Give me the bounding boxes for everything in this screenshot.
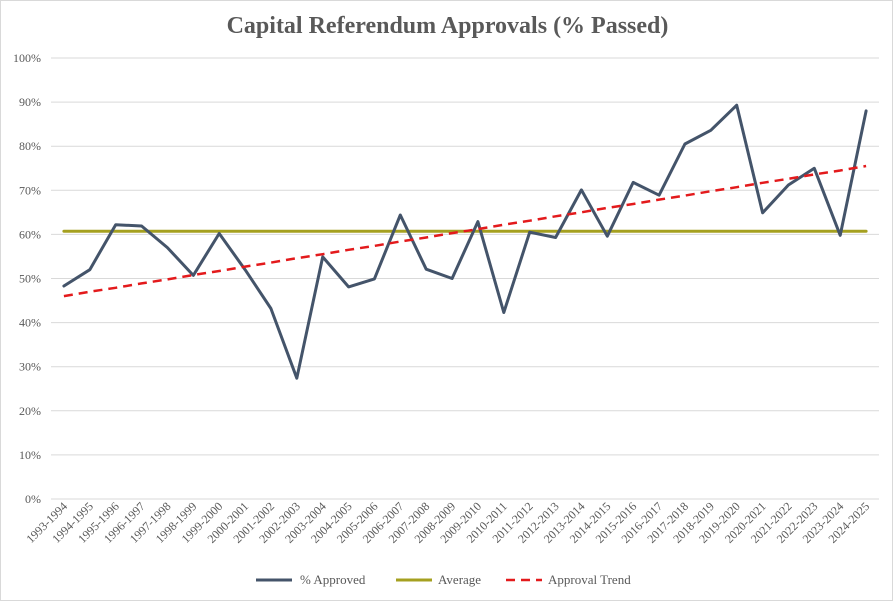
- legend-label: Average: [438, 572, 481, 587]
- series-line-approval-trend: [63, 164, 867, 298]
- y-tick-label: 20%: [19, 404, 41, 418]
- y-tick-label: 100%: [13, 51, 41, 65]
- legend-label: Approval Trend: [548, 572, 631, 587]
- y-tick-label: 80%: [19, 139, 41, 153]
- y-tick-label: 0%: [25, 492, 41, 506]
- y-tick-label: 70%: [19, 183, 41, 197]
- y-tick-label: 50%: [19, 272, 41, 286]
- y-tick-label: 60%: [19, 227, 41, 241]
- series-line-approved: [62, 103, 868, 380]
- chart-title: Capital Referendum Approvals (% Passed): [226, 13, 669, 39]
- y-tick-label: 90%: [19, 95, 41, 109]
- y-tick-label: 40%: [19, 316, 41, 330]
- y-tick-label: 30%: [19, 360, 41, 374]
- legend-label: % Approved: [300, 572, 366, 587]
- y-tick-label: 10%: [19, 448, 41, 462]
